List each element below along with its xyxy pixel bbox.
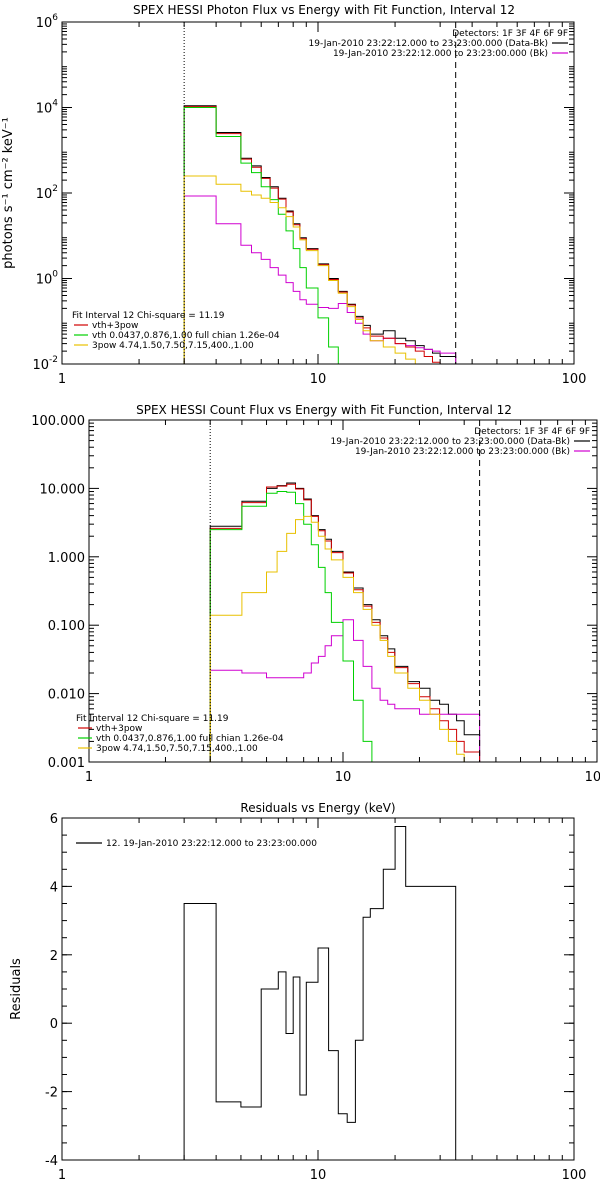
residuals-title: Residuals vs Energy (keV)	[240, 801, 395, 815]
count-flux-markers	[209, 420, 481, 762]
count-flux-fit-legend-title: Fit Interval 12 Chi-square = 11.19	[76, 714, 229, 724]
residuals-x-tick-label: 100	[562, 1168, 587, 1183]
count-flux-series-group	[209, 482, 481, 762]
count-flux-plot-frame	[88, 419, 598, 763]
photon-flux-title: SPEX HESSI Photon Flux vs Energy with Fi…	[133, 3, 515, 17]
count-flux-header-entry-data: 19-Jan-2010 23:22:12.000 to 23:23:00.000…	[331, 437, 570, 447]
photon-flux-y-tick-exp: 0	[52, 270, 58, 280]
residuals-series-0	[183, 826, 457, 1160]
count-flux-x-tick-label: 1	[85, 770, 93, 785]
photon-flux-y-tick-label: 106	[36, 13, 59, 31]
photon-flux-y-tick-label: 104	[36, 99, 59, 117]
count-flux-x-tick-label: 10	[335, 770, 352, 785]
residuals-y-tick-label: -2	[45, 1086, 58, 1101]
residuals-axes: 1 10 100 -4 -2 0 2 4 6	[45, 812, 586, 1183]
photon-flux-fit-legend-title: Fit Interval 12 Chi-square = 11.19	[72, 311, 225, 321]
residuals-y-tick-label: -4	[45, 1154, 58, 1169]
residuals-series-group	[183, 826, 457, 1160]
count-flux-axes: 1 10 100 0.001 0.010 0.100 1.000 10.000 100.000	[31, 414, 600, 785]
count-flux-y-tick-label: 100.000	[31, 414, 85, 429]
photon-flux-y-tick-exp: 2	[52, 184, 58, 194]
photon-flux-series-0	[183, 105, 457, 364]
count-flux-y-tick-label: 0.100	[48, 619, 85, 634]
photon-flux-x-tick-label: 10	[310, 372, 327, 387]
residuals-legend: 12. 19-Jan-2010 23:22:12.000 to 23:23:00…	[76, 839, 317, 849]
count-flux-fit-entry-2: 3pow 4.74,1.50,7.50,7.15,400.,1.00	[96, 744, 258, 754]
photon-flux-y-tick-label: 10-2	[32, 355, 58, 373]
count-flux-panel: SPEX HESSI Count Flux vs Energy with Fit…	[31, 403, 600, 785]
count-flux-header: Detectors: 1F 3F 4F 6F 9F 19-Jan-2010 23…	[331, 427, 590, 457]
photon-flux-y-tick-label: 102	[36, 184, 58, 202]
photon-flux-x-tick-label: 1	[58, 372, 66, 387]
residuals-legend-entry: 12. 19-Jan-2010 23:22:12.000 to 23:23:00…	[106, 839, 317, 849]
photon-flux-fit-entry-1: vth 0.0437,0.876,1.00 full chian 1.26e-0…	[92, 331, 280, 341]
residuals-y-tick-label: 4	[50, 880, 58, 895]
photon-flux-series-4	[183, 175, 456, 364]
photon-flux-y-tick-exp: 6	[52, 13, 58, 23]
photon-flux-fit-entry-0: vth+3pow	[92, 321, 138, 331]
residuals-x-tick-label: 1	[58, 1168, 66, 1183]
residuals-y-tick-label: 2	[50, 949, 58, 964]
photon-flux-y-tick-exp: -2	[49, 355, 58, 365]
photon-flux-fit-legend: Fit Interval 12 Chi-square = 11.19 vth+3…	[72, 311, 280, 351]
count-flux-series-1	[209, 619, 481, 762]
count-flux-fit-legend: Fit Interval 12 Chi-square = 11.19 vth+3…	[76, 714, 284, 754]
count-flux-x-tick-label: 100	[585, 770, 600, 785]
residuals-y-tick-label: 6	[50, 812, 58, 827]
count-flux-series-3	[209, 491, 480, 762]
photon-flux-series-3	[183, 107, 456, 364]
residuals-panel: Residuals vs Energy (keV) 1 10 100 -4 -2 0 2 4 6…	[9, 801, 586, 1183]
photon-flux-y-tick-base: 10	[36, 102, 53, 117]
count-flux-fit-entry-1: vth 0.0437,0.876,1.00 full chian 1.26e-0…	[96, 734, 284, 744]
photon-flux-series-group	[183, 105, 457, 364]
photon-flux-y-tick-base: 10	[36, 187, 53, 202]
count-flux-y-tick-label: 0.001	[48, 756, 85, 771]
photon-flux-fit-entry-2: 3pow 4.74,1.50,7.50,7.15,400.,1.00	[92, 341, 254, 351]
count-flux-header-entry-bk: 19-Jan-2010 23:22:12.000 to 23:23:00.000…	[355, 447, 570, 457]
residuals-y-tick-label: 0	[50, 1017, 58, 1032]
count-flux-series-4	[209, 515, 480, 762]
count-flux-y-tick-label: 10.000	[40, 482, 86, 497]
photon-flux-markers	[183, 22, 457, 364]
photon-flux-y-axis-label: photons s⁻¹ cm⁻² keV⁻¹	[1, 117, 16, 269]
count-flux-y-tick-label: 0.010	[48, 688, 85, 703]
residuals-plot-frame	[61, 817, 575, 1161]
photon-flux-x-tick-label: 100	[562, 372, 587, 387]
photon-flux-y-tick-label: 100	[36, 270, 59, 288]
count-flux-title: SPEX HESSI Count Flux vs Energy with Fit…	[136, 403, 512, 417]
photon-flux-header-entry-data: 19-Jan-2010 23:22:12.000 to 23:23:00.000…	[309, 39, 548, 49]
photon-flux-panel: SPEX HESSI Photon Flux vs Energy with Fi…	[1, 3, 586, 387]
photon-flux-y-tick-base: 10	[36, 16, 53, 31]
residuals-x-tick-label: 10	[310, 1168, 327, 1183]
photon-flux-header: Detectors: 1F 3F 4F 6F 9F 19-Jan-2010 23…	[309, 29, 568, 59]
count-flux-y-tick-label: 1.000	[48, 551, 85, 566]
count-flux-detectors: Detectors: 1F 3F 4F 6F 9F	[474, 427, 590, 437]
residuals-y-axis-label: Residuals	[9, 958, 24, 1020]
count-flux-fit-entry-0: vth+3pow	[96, 724, 142, 734]
photon-flux-detectors: Detectors: 1F 3F 4F 6F 9F	[452, 29, 568, 39]
photon-flux-y-tick-base: 10	[32, 358, 49, 373]
photon-flux-y-tick-base: 10	[36, 273, 53, 288]
photon-flux-header-entry-bk: 19-Jan-2010 23:22:12.000 to 23:23:00.000…	[333, 49, 548, 59]
photon-flux-y-tick-exp: 4	[52, 99, 58, 109]
photon-flux-series-2	[183, 106, 456, 364]
